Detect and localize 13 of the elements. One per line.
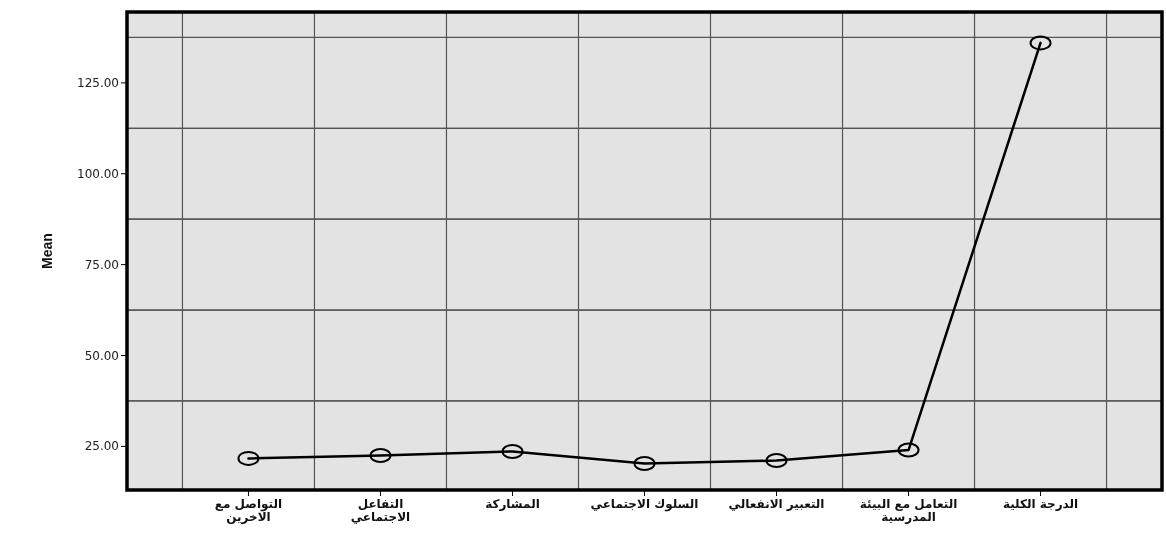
- y-tick-label: 25.00: [84, 439, 119, 454]
- y-tick-label: 50.00: [84, 348, 119, 363]
- x-tick-label: التعبير الانفعالي: [728, 497, 825, 511]
- y-tick-label: 75.00: [84, 257, 119, 272]
- x-tick-label: السلوك الاجتماعي: [590, 497, 699, 512]
- y-axis-title: Mean: [39, 233, 55, 269]
- y-tick-label: 125.00: [77, 75, 119, 90]
- x-tick-label: التعامل مع البيئة المدرسية: [859, 497, 958, 524]
- x-tick-label: التفاعل الاجتماعي: [350, 497, 411, 524]
- y-tick-label: 100.00: [77, 166, 119, 181]
- x-tick-label: المشاركة: [485, 497, 540, 511]
- x-tick-label: التواصل مع الاخرين: [214, 497, 283, 524]
- x-tick-label: الدرجة الكلية: [1002, 497, 1079, 511]
